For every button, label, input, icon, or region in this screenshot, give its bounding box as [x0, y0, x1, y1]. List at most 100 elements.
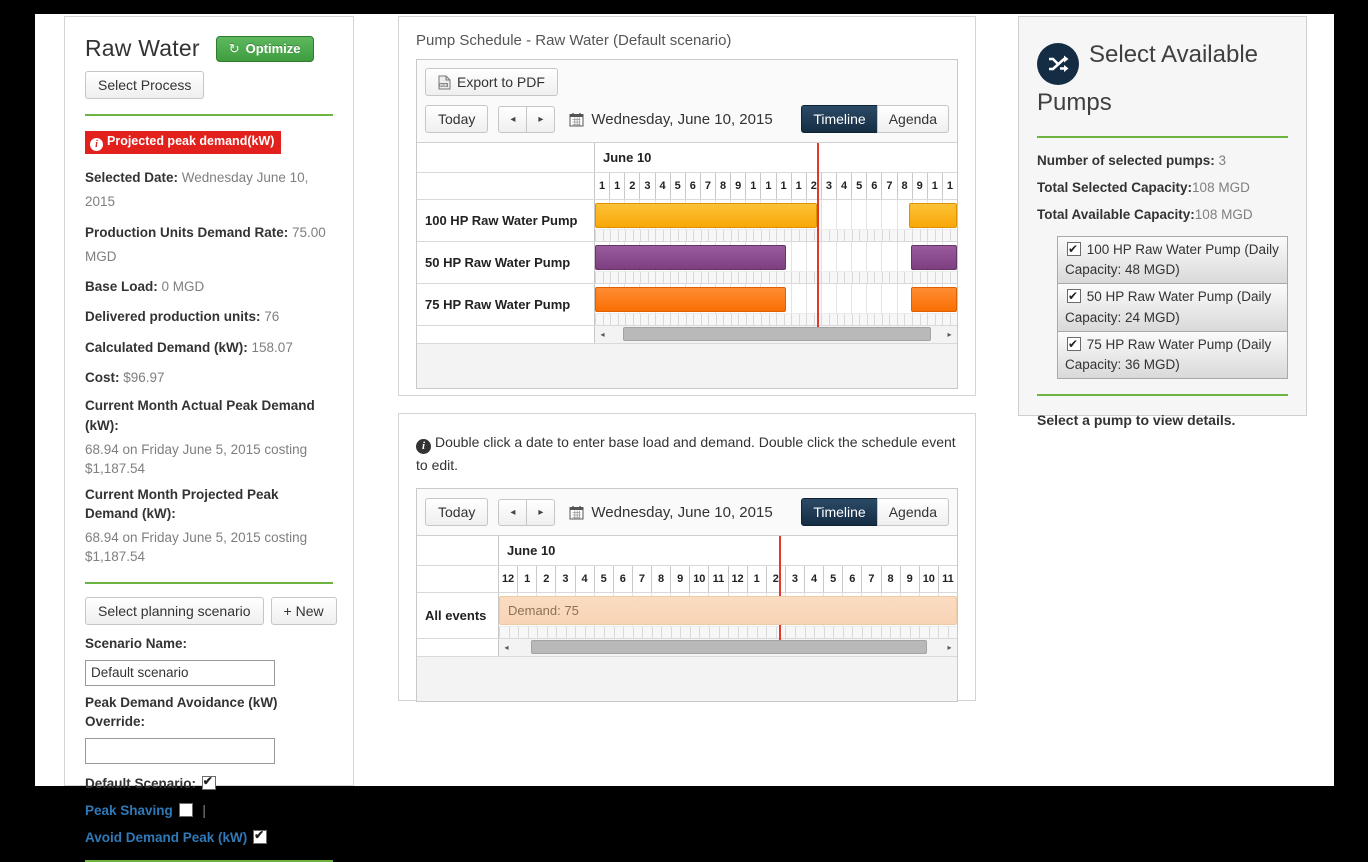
- grid-cell[interactable]: [896, 284, 912, 325]
- horizontal-scrollbar[interactable]: ◂ ▸: [417, 639, 957, 658]
- schedule-bar[interactable]: [595, 245, 787, 270]
- schedule-bar[interactable]: [595, 203, 817, 228]
- select-process-button[interactable]: Select Process: [85, 71, 205, 99]
- scroll-thumb[interactable]: [623, 327, 931, 341]
- grid-cell[interactable]: [896, 242, 912, 283]
- half-hour-tick: [798, 230, 807, 241]
- schedule-bar[interactable]: [911, 245, 957, 270]
- chevron-right-icon: ▸: [538, 113, 544, 125]
- gantt-rows: All events Demand: 75: [417, 593, 957, 640]
- half-hour-tick: [804, 627, 815, 639]
- grid-cell[interactable]: [820, 200, 836, 241]
- next-day-button[interactable]: ▸: [526, 498, 556, 526]
- grid-cell[interactable]: [851, 200, 866, 241]
- scroll-right-button[interactable]: ▸: [947, 643, 952, 653]
- pump-checkbox[interactable]: [1067, 287, 1081, 305]
- today-button[interactable]: Today: [425, 498, 489, 527]
- half-hour-tick: [678, 314, 686, 325]
- timeline-view-button[interactable]: Timeline: [801, 105, 878, 133]
- next-day-button[interactable]: ▸: [526, 105, 556, 133]
- grid-cell[interactable]: [836, 242, 851, 283]
- grid-cell[interactable]: [836, 200, 851, 241]
- half-hour-tick: [927, 272, 935, 283]
- optimize-button[interactable]: ↻ Optimize: [215, 35, 314, 62]
- half-hour-tick: [942, 314, 950, 325]
- scroll-left-button[interactable]: ◂: [600, 330, 605, 339]
- grid-cell[interactable]: [836, 284, 851, 325]
- agenda-view-button[interactable]: Agenda: [876, 105, 949, 133]
- scroll-thumb[interactable]: [531, 640, 927, 655]
- half-hour-tick: [738, 272, 746, 283]
- default-scenario-checkbox[interactable]: [201, 774, 216, 790]
- grid-cell[interactable]: [820, 284, 836, 325]
- half-hour-tick: [651, 627, 662, 639]
- shuffle-icon: [1037, 43, 1079, 85]
- half-hour-tick: [610, 314, 618, 325]
- export-to-pdf-button[interactable]: PDF Export to PDF: [425, 68, 558, 96]
- grid-cell[interactable]: [820, 242, 836, 283]
- grid-cell[interactable]: [866, 242, 881, 283]
- grid-cell[interactable]: [881, 242, 896, 283]
- grid-cell[interactable]: [805, 242, 821, 283]
- timeline-view-button[interactable]: Timeline: [801, 498, 878, 527]
- grid-cell[interactable]: [896, 200, 912, 241]
- grid-cell[interactable]: [790, 284, 806, 325]
- agenda-view-button[interactable]: Agenda: [876, 498, 949, 527]
- schedule-bar[interactable]: [595, 287, 787, 312]
- hour-label: 1: [609, 173, 624, 199]
- grid-cell[interactable]: [881, 200, 896, 241]
- prev-day-button[interactable]: ◂: [498, 105, 528, 133]
- pump-checkbox[interactable]: [1067, 240, 1081, 258]
- half-hour-tick: [775, 627, 786, 639]
- half-hour-tick: [610, 272, 618, 283]
- half-hour-tick: [934, 314, 943, 325]
- stat-label: Current Month Projected Peak Demand (kW)…: [85, 486, 279, 522]
- row-label-spacer: [417, 566, 499, 593]
- avoid-demand-peak-link[interactable]: Avoid Demand Peak (kW): [85, 829, 248, 845]
- half-hour-tick: [889, 272, 897, 283]
- grid-cell[interactable]: [866, 200, 881, 241]
- scroll-left-button[interactable]: ◂: [504, 643, 509, 653]
- schedule-bar[interactable]: Demand: 75: [499, 596, 957, 626]
- peak-shaving-checkbox[interactable]: [178, 802, 193, 817]
- half-hour-tick: [828, 272, 837, 283]
- half-hour-tick: [942, 272, 950, 283]
- half-hour-tick: [911, 230, 920, 241]
- pump-item[interactable]: 100 HP Raw Water Pump (Daily Capacity: 4…: [1057, 235, 1288, 285]
- pump-checkbox[interactable]: [1067, 335, 1081, 353]
- half-hour-tick: [874, 314, 882, 325]
- new-scenario-button[interactable]: + New: [270, 596, 337, 625]
- grid-cell[interactable]: [851, 284, 866, 325]
- half-hour-tick: [655, 272, 663, 283]
- prev-day-button[interactable]: ◂: [498, 498, 528, 526]
- scroll-track[interactable]: [610, 326, 942, 343]
- peak-avoidance-input[interactable]: [85, 737, 275, 764]
- select-planning-scenario-button[interactable]: Select planning scenario: [85, 596, 264, 625]
- row-label-spacer: [417, 143, 595, 172]
- schedule-bar[interactable]: [911, 287, 957, 312]
- horizontal-scrollbar[interactable]: ◂ ▸: [417, 326, 957, 344]
- half-hour-tick: [602, 272, 611, 283]
- grid-cell[interactable]: [866, 284, 881, 325]
- pump-item[interactable]: 50 HP Raw Water Pump (Daily Capacity: 24…: [1057, 283, 1288, 332]
- half-hour-tick: [708, 272, 716, 283]
- chevron-left-icon: ◂: [510, 113, 516, 125]
- schedule-bar[interactable]: [909, 203, 957, 228]
- scenario-name-input[interactable]: [85, 659, 275, 686]
- stat-line: Calculated Demand (kW): 158.07: [85, 339, 293, 355]
- grid-cell[interactable]: [851, 242, 866, 283]
- peak-shaving-link[interactable]: Peak Shaving: [85, 802, 173, 818]
- scroll-track[interactable]: [514, 639, 942, 656]
- half-hour-tick: [942, 230, 950, 241]
- grid-cell[interactable]: [805, 284, 821, 325]
- avoid-demand-peak-checkbox[interactable]: [253, 828, 268, 844]
- today-button[interactable]: Today: [425, 105, 489, 133]
- scroll-right-button[interactable]: ▸: [947, 330, 952, 339]
- pump-item[interactable]: 75 HP Raw Water Pump (Daily Capacity: 36…: [1057, 330, 1288, 380]
- demand-gantt: Today ◂ ▸ Wednesday, June 10, 2015 Timel…: [416, 488, 958, 703]
- grid-cell[interactable]: [881, 284, 896, 325]
- grid-cell[interactable]: [790, 242, 806, 283]
- hour-label: 4: [836, 173, 851, 199]
- stat-line: Total Selected Capacity:108 MGD: [1037, 179, 1250, 195]
